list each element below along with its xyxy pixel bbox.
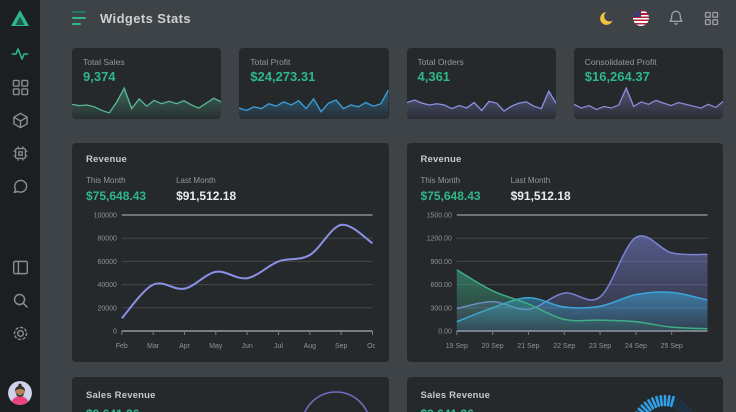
sidebar-nav-top xyxy=(11,45,29,195)
last-month-value: $91,512.18 xyxy=(176,189,236,203)
stat-value: 9,374 xyxy=(72,67,221,84)
svg-text:25 Sep: 25 Sep xyxy=(660,343,682,350)
dashboard-grid-icon[interactable] xyxy=(11,78,29,96)
apps-grid-icon[interactable] xyxy=(702,9,720,27)
this-month-label: This Month xyxy=(421,176,481,185)
sales-revenue-card-dial: Sales Revenue $9,641.26 xyxy=(407,377,724,412)
svg-text:Aug: Aug xyxy=(304,343,316,350)
dark-mode-moon-icon[interactable] xyxy=(597,9,615,27)
dial-gauge-chart xyxy=(605,377,715,412)
page-title: Widgets Stats xyxy=(100,11,191,26)
svg-text:Oct: Oct xyxy=(367,343,374,350)
svg-text:100000: 100000 xyxy=(94,212,117,219)
bottom-row: Sales Revenue $9,641.26 Sales Revenue $9… xyxy=(72,377,723,412)
svg-text:80000: 80000 xyxy=(97,236,116,243)
svg-text:22 Sep: 22 Sep xyxy=(553,343,575,350)
svg-text:20 Sep: 20 Sep xyxy=(481,343,503,350)
stat-card-total-sales: Total Sales 9,374 xyxy=(72,48,221,119)
us-flag-icon xyxy=(633,10,649,26)
top-bar: Widgets Stats xyxy=(40,0,736,36)
last-month-value: $91,512.18 xyxy=(511,189,571,203)
svg-text:600.00: 600.00 xyxy=(430,282,451,289)
svg-text:60000: 60000 xyxy=(97,259,116,266)
notifications-bell-icon[interactable] xyxy=(667,9,685,27)
stat-value: $24,273.31 xyxy=(239,67,388,84)
user-avatar[interactable] xyxy=(8,381,32,405)
stat-label: Consolidated Profit xyxy=(574,48,723,67)
card-title: Revenue xyxy=(86,154,375,165)
sparkline-chart xyxy=(239,83,388,119)
svg-text:900.00: 900.00 xyxy=(430,259,451,266)
svg-text:Apr: Apr xyxy=(179,343,190,350)
package-icon[interactable] xyxy=(11,111,29,129)
stat-value: $16,264.37 xyxy=(574,67,723,84)
sparkline-chart xyxy=(72,83,221,119)
stats-row: Total Sales 9,374 Total Profit $24,273.3… xyxy=(72,48,723,119)
stat-card-total-profit: Total Profit $24,273.31 xyxy=(239,48,388,119)
svg-text:Jul: Jul xyxy=(274,343,283,350)
top-actions xyxy=(597,9,720,27)
search-icon[interactable] xyxy=(11,291,29,309)
revenue-area-chart: 0.00 300.00 600.00 900.00 1200.00 1500.00 19 S… xyxy=(421,207,710,353)
svg-text:Jun: Jun xyxy=(242,343,253,350)
layout-sidebar-icon[interactable] xyxy=(11,258,29,276)
stat-label: Total Profit xyxy=(239,48,388,67)
revenue-daily-card: Revenue This Month $75,648.43 Last Month… xyxy=(407,143,724,362)
revenue-monthly-card: Revenue This Month $75,648.43 Last Month… xyxy=(72,143,389,362)
svg-text:May: May xyxy=(209,343,223,350)
logo-triangle-icon xyxy=(10,9,30,27)
charts-row: Revenue This Month $75,648.43 Last Month… xyxy=(72,143,723,362)
settings-gear-icon[interactable] xyxy=(11,324,29,342)
menu-toggle-icon[interactable] xyxy=(72,11,88,25)
svg-text:21 Sep: 21 Sep xyxy=(517,343,539,350)
sidebar xyxy=(0,0,40,412)
app-logo[interactable] xyxy=(0,0,40,36)
last-month-label: Last Month xyxy=(511,176,571,185)
activity-icon[interactable] xyxy=(11,45,29,63)
sparkline-chart xyxy=(574,83,723,119)
avatar-image-icon xyxy=(8,381,32,405)
sparkline-chart xyxy=(407,83,556,119)
svg-text:300.00: 300.00 xyxy=(430,305,451,312)
svg-text:0: 0 xyxy=(113,328,117,335)
this-month-value: $75,648.43 xyxy=(86,189,146,203)
ring-gauge-chart xyxy=(271,377,381,412)
stat-card-consolidated-profit: Consolidated Profit $16,264.37 xyxy=(574,48,723,119)
this-month-label: This Month xyxy=(86,176,146,185)
svg-text:40000: 40000 xyxy=(97,282,116,289)
sales-revenue-card-ring: Sales Revenue $9,641.26 xyxy=(72,377,389,412)
stat-label: Total Orders xyxy=(407,48,556,67)
svg-text:Sep: Sep xyxy=(335,343,347,350)
svg-text:Mar: Mar xyxy=(147,343,160,350)
main-content: Total Sales 9,374 Total Profit $24,273.3… xyxy=(40,36,736,412)
sidebar-nav-bottom xyxy=(8,258,32,412)
stat-value: 4,361 xyxy=(407,67,556,84)
card-title: Revenue xyxy=(421,154,710,165)
svg-text:23 Sep: 23 Sep xyxy=(589,343,611,350)
svg-text:1200.00: 1200.00 xyxy=(426,236,451,243)
stat-label: Total Sales xyxy=(72,48,221,67)
cpu-icon[interactable] xyxy=(11,144,29,162)
chat-bubble-icon[interactable] xyxy=(11,177,29,195)
svg-text:20000: 20000 xyxy=(97,305,116,312)
stat-card-total-orders: Total Orders 4,361 xyxy=(407,48,556,119)
svg-text:0.00: 0.00 xyxy=(438,328,452,335)
svg-text:Feb: Feb xyxy=(116,343,128,350)
revenue-line-chart: 0 20000 40000 60000 80000 100000 Feb Mar Apr May J… xyxy=(86,207,375,353)
svg-text:19 Sep: 19 Sep xyxy=(445,343,467,350)
this-month-value: $75,648.43 xyxy=(421,189,481,203)
language-flag-icon[interactable] xyxy=(632,9,650,27)
svg-text:24 Sep: 24 Sep xyxy=(624,343,646,350)
last-month-label: Last Month xyxy=(176,176,236,185)
svg-text:1500.00: 1500.00 xyxy=(426,212,451,219)
